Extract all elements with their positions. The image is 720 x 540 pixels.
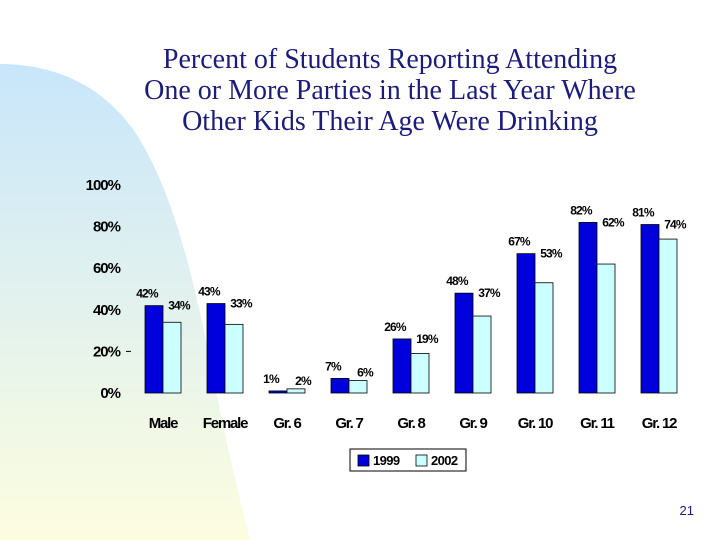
bar-2002 (410, 353, 430, 394)
legend-box (349, 448, 467, 472)
bar-1999 (578, 222, 598, 394)
bar-1999 (330, 378, 350, 394)
data-label-1999: 1% (263, 372, 280, 386)
data-label-2002: 34% (168, 299, 191, 313)
chart-title-line-3: Other Kids Their Age Were Drinking (182, 106, 598, 137)
data-label-1999: 48% (446, 274, 469, 288)
data-label-1999: 42% (136, 287, 159, 301)
x-category-label: Gr. 6 (273, 415, 301, 432)
data-label-2002: 6% (357, 366, 374, 380)
bar-2002 (348, 380, 368, 394)
data-label-2002: 19% (416, 332, 439, 346)
bar-1999 (454, 292, 474, 394)
x-category-label: Female (203, 415, 248, 432)
chart-title: Percent of Students Reporting Attending … (60, 44, 720, 137)
bar-2002 (224, 323, 244, 394)
x-category-label: Male (149, 415, 178, 432)
data-label-2002: 33% (230, 297, 253, 311)
chart-title-line-1: Percent of Students Reporting Attending (162, 44, 618, 75)
bar-1999 (392, 338, 412, 394)
x-category-label: Gr. 11 (580, 415, 615, 432)
data-label-2002: 2% (295, 374, 312, 388)
legend-label-2002: 2002 (431, 453, 458, 468)
data-label-2002: 62% (602, 215, 625, 229)
y-tick-label: 0% (100, 385, 120, 402)
chart-title-line-2: One or More Parties in the Last Year Whe… (144, 75, 636, 106)
data-label-1999: 67% (508, 235, 531, 249)
data-label-1999: 82% (570, 203, 593, 217)
legend-swatch-2002 (415, 454, 428, 467)
x-category-label: Gr. 8 (397, 415, 425, 432)
legend-swatch-1999 (357, 454, 370, 467)
legend-label-1999: 1999 (373, 453, 400, 468)
bar-2002 (658, 238, 678, 394)
bar-1999 (206, 303, 226, 394)
x-category-label: Gr. 10 (518, 415, 553, 432)
data-label-1999: 81% (632, 206, 655, 220)
bar-1999 (144, 305, 164, 394)
bar-2002 (472, 315, 492, 394)
bar-2002 (286, 388, 306, 394)
y-tick-label: 20% (93, 343, 121, 360)
bar-1999 (268, 390, 288, 394)
bar-1999 (516, 253, 536, 394)
y-tick-label: 80% (93, 219, 121, 236)
x-category-label: Gr. 7 (335, 415, 363, 432)
bar-2002 (534, 282, 554, 394)
y-tick-label: 100% (86, 177, 121, 194)
bar-2002 (162, 321, 182, 394)
y-tick-label: 60% (93, 260, 121, 277)
y-tick-label: 40% (93, 302, 121, 319)
data-label-1999: 43% (198, 285, 221, 299)
slide-number: 21 (679, 503, 694, 518)
data-label-2002: 53% (540, 247, 563, 261)
bar-2002 (596, 263, 616, 394)
data-label-1999: 7% (325, 359, 342, 373)
data-label-2002: 74% (664, 218, 687, 232)
x-category-label: Gr. 9 (459, 415, 487, 432)
x-category-label: Gr. 12 (642, 415, 677, 432)
bar-1999 (640, 224, 660, 394)
data-label-2002: 37% (478, 286, 501, 300)
data-label-1999: 26% (384, 320, 407, 334)
